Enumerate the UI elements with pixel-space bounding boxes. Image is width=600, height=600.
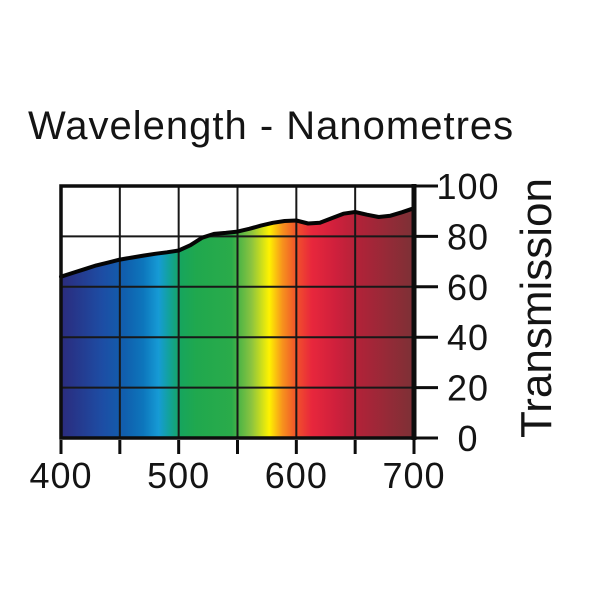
y-tick-label: 80 (447, 216, 489, 257)
x-tick-label: 500 (147, 455, 210, 496)
x-tick-label: 400 (29, 455, 92, 496)
x-tick-label: 700 (382, 455, 445, 496)
y-tick-label: 100 (436, 166, 499, 207)
chart-title: Wavelength - Nanometres (28, 104, 515, 148)
y-tick-label: 60 (447, 267, 489, 308)
x-tick-label: 600 (265, 455, 328, 496)
y-tick-label: 20 (447, 368, 489, 409)
y-tick-label: 0 (457, 418, 478, 459)
y-axis-title: Transmission (512, 178, 561, 438)
y-tick-label: 40 (447, 317, 489, 358)
transmission-curve (59, 206, 416, 279)
